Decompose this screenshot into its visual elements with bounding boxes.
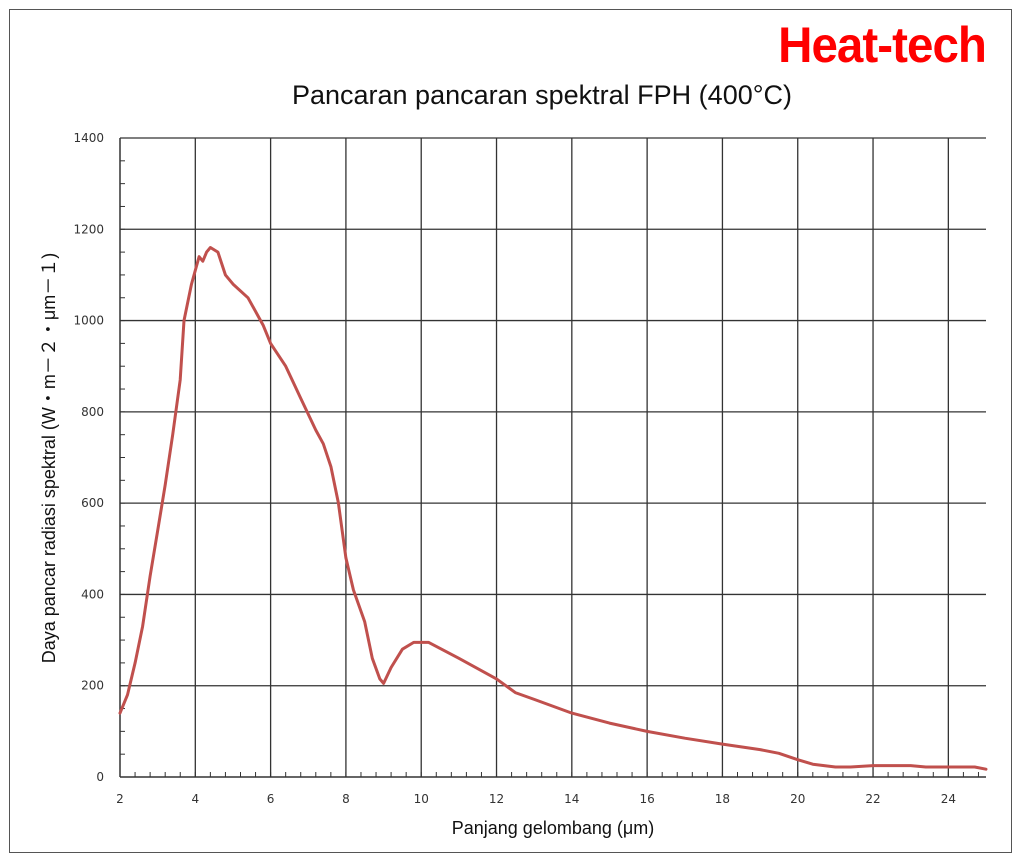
x-tick-label: 12 [489, 792, 504, 806]
x-tick-label: 16 [639, 792, 654, 806]
y-tick-label: 800 [81, 405, 104, 419]
grid-lines [120, 137, 986, 777]
x-tick-label: 14 [564, 792, 579, 806]
y-tick-label: 0 [96, 770, 104, 784]
x-tick-label: 18 [715, 792, 730, 806]
y-tick-label: 1200 [73, 222, 104, 236]
x-tick-labels: 2 4 6 8 10 12 14 16 18 20 22 24 [116, 792, 956, 806]
minor-ticks [119, 137, 979, 778]
y-tick-labels: 0 200 400 600 800 1000 1200 1400 [73, 131, 104, 784]
data-line-fph-400c [118, 246, 988, 771]
heat-tech-logo: Heat-tech [778, 17, 987, 73]
x-tick-label: 2 [116, 792, 124, 806]
x-axis-title: Panjang gelombang (μm) [451, 818, 655, 838]
x-tick-label: 10 [414, 792, 429, 806]
y-tick-label: 1000 [73, 314, 104, 328]
x-tick-label: 20 [790, 792, 805, 806]
x-tick-label: 24 [941, 792, 956, 806]
chart-frame [9, 9, 1012, 853]
chart-title: Pancaran pancaran spektral FPH (400°C) [291, 80, 793, 110]
x-tick-label: 22 [865, 792, 880, 806]
x-tick-label: 6 [267, 792, 275, 806]
y-tick-label: 400 [81, 587, 104, 601]
y-tick-label: 1400 [73, 131, 104, 145]
y-tick-label: 600 [81, 496, 104, 510]
x-tick-label: 4 [191, 792, 199, 806]
x-tick-label: 8 [342, 792, 350, 806]
axes [119, 138, 986, 778]
y-tick-label: 200 [81, 679, 104, 693]
